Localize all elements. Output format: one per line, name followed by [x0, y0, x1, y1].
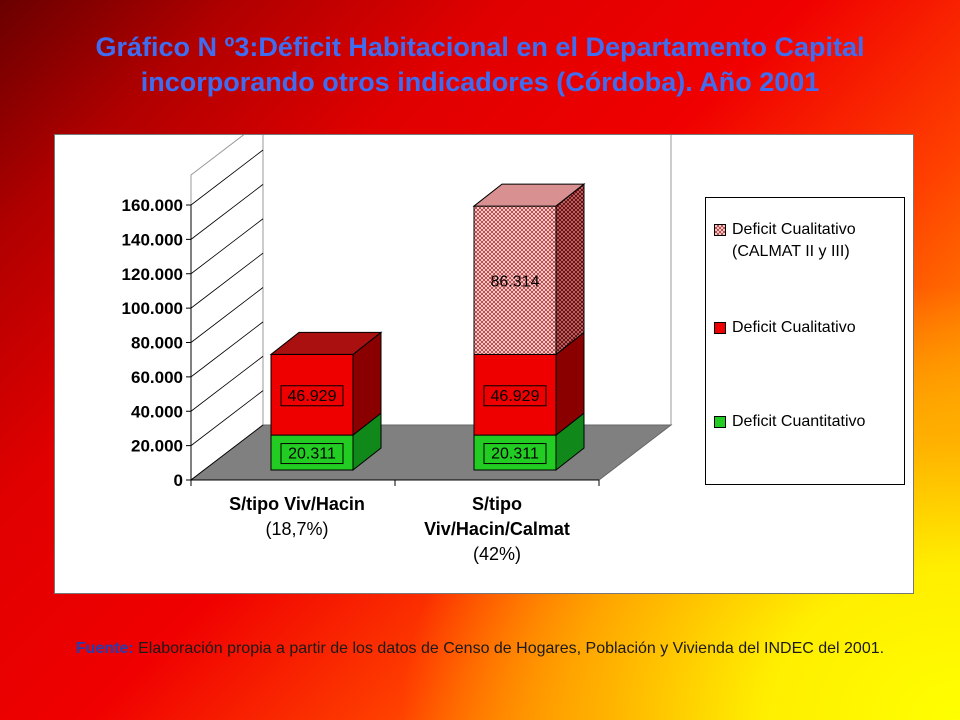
bar-top-face	[472, 183, 586, 207]
data-label: 20.311	[491, 446, 539, 463]
y-depth-line	[190, 287, 264, 343]
source-label: Fuente:	[75, 640, 134, 657]
bar-top-face	[269, 331, 383, 355]
chart-floor	[189, 424, 673, 481]
x-category-label: (42%)	[473, 544, 521, 564]
chart-svg: 0 20.000 40.000 60.000 80.000 100.000 120.000 1…	[122, 135, 673, 564]
data-label: 86.314	[491, 273, 540, 290]
x-category-label: (18,7%)	[265, 519, 328, 539]
y-depth-line	[190, 355, 264, 412]
data-label-box	[483, 385, 547, 407]
x-category-label: S/tipo	[472, 494, 522, 514]
data-label-box	[483, 443, 547, 465]
chart-title: Gráfico N º3:Déficit Habitacional en el …	[95, 32, 865, 97]
y-tick-label: 40.000	[131, 402, 183, 421]
y-tick-label: 80.000	[131, 334, 183, 353]
y-tick-label: 60.000	[131, 368, 183, 387]
data-label: 20.311	[288, 446, 336, 463]
y-depth-line	[190, 390, 264, 446]
legend-label-cualitativo: Deficit Cualitativo	[732, 319, 856, 336]
y-depth-line	[190, 218, 264, 275]
data-label-box	[280, 385, 344, 407]
y-depth-line	[190, 321, 264, 378]
legend-label-cuantitativo: Deficit Cuantitativo	[732, 413, 866, 430]
y-tick-label: 20.000	[131, 437, 183, 456]
source-text: Elaboración propia a partir de los datos…	[133, 640, 885, 657]
y-depth-line	[190, 424, 264, 481]
y-tick-label: 0	[174, 471, 183, 490]
y-tick-label: 100.000	[122, 299, 183, 318]
y-tick-label: 140.000	[122, 230, 183, 249]
bar-segment-side	[555, 183, 585, 356]
legend-swatch-cualitativo	[714, 322, 726, 334]
x-category-label: S/tipo Viv/Hacin	[229, 494, 365, 514]
legend-swatch-calmat	[714, 224, 726, 236]
chart-legend: Deficit Cualitativo (CALMAT II y III) De…	[705, 197, 905, 485]
y-depth-line	[190, 252, 264, 309]
data-label-box	[280, 443, 344, 465]
y-tick-label: 120.000	[122, 265, 183, 284]
legend-label-calmat: Deficit Cualitativo	[732, 221, 856, 238]
data-label: 46.929	[288, 388, 337, 405]
source-note: Fuente: Elaboración propia a partir de l…	[40, 638, 920, 660]
chart-side-wall	[190, 135, 264, 482]
legend-swatch-cuantitativo	[714, 416, 726, 428]
y-depth-line	[190, 149, 264, 206]
x-category-label: Viv/Hacin/Calmat	[424, 519, 570, 539]
y-tick-label: 160.000	[122, 196, 183, 215]
legend-label-calmat-sub: (CALMAT II y III)	[732, 243, 850, 260]
y-depth-line	[190, 184, 264, 240]
data-label: 46.929	[491, 388, 540, 405]
bar-segment-front	[473, 205, 557, 355]
chart-area: 0 20.000 40.000 60.000 80.000 100.000 120.000 1…	[54, 134, 914, 594]
